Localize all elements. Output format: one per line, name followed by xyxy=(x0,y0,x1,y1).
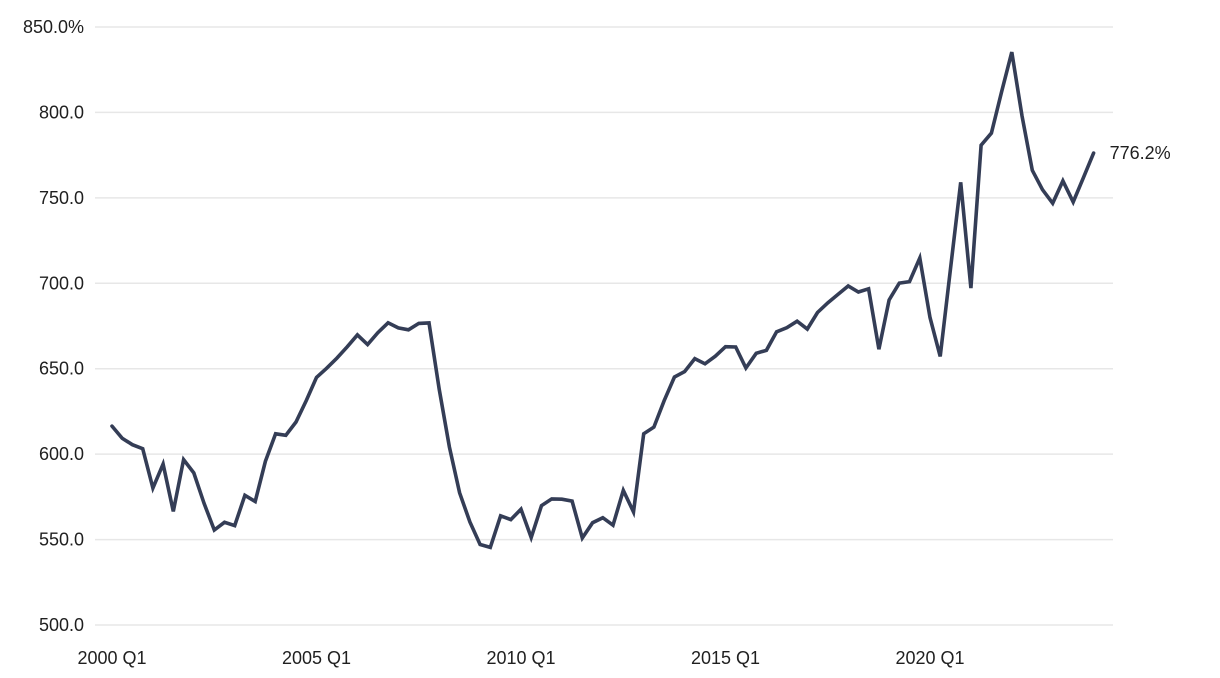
x-tick-label: 2005 Q1 xyxy=(282,648,351,668)
series-layer xyxy=(110,51,1096,550)
y-tick-label: 550.0 xyxy=(39,530,84,550)
gridlines-layer xyxy=(95,26,1113,626)
end-label-layer: 776.2% xyxy=(1110,143,1171,163)
y-tick-label: 600.0 xyxy=(39,444,84,464)
y-axis-labels: 850.0% 800.0 750.0 700.0 650.0 600.0 550.0 500.… xyxy=(23,17,84,635)
series-end-value-label: 776.2% xyxy=(1110,143,1171,163)
x-tick-label: 2000 Q1 xyxy=(77,648,146,668)
y-tick-label: 850.0% xyxy=(23,17,84,37)
data-series-line xyxy=(110,51,1096,550)
y-tick-label: 700.0 xyxy=(39,273,84,293)
x-tick-label: 2020 Q1 xyxy=(895,648,964,668)
y-tick-label: 500.0 xyxy=(39,615,84,635)
y-tick-label: 800.0 xyxy=(39,102,84,122)
x-axis-labels: 2000 Q1 2005 Q1 2010 Q1 2015 Q1 2020 Q1 xyxy=(77,648,964,668)
y-tick-label: 650.0 xyxy=(39,359,84,379)
x-tick-label: 2015 Q1 xyxy=(691,648,760,668)
y-tick-label: 750.0 xyxy=(39,188,84,208)
x-tick-label: 2010 Q1 xyxy=(486,648,555,668)
